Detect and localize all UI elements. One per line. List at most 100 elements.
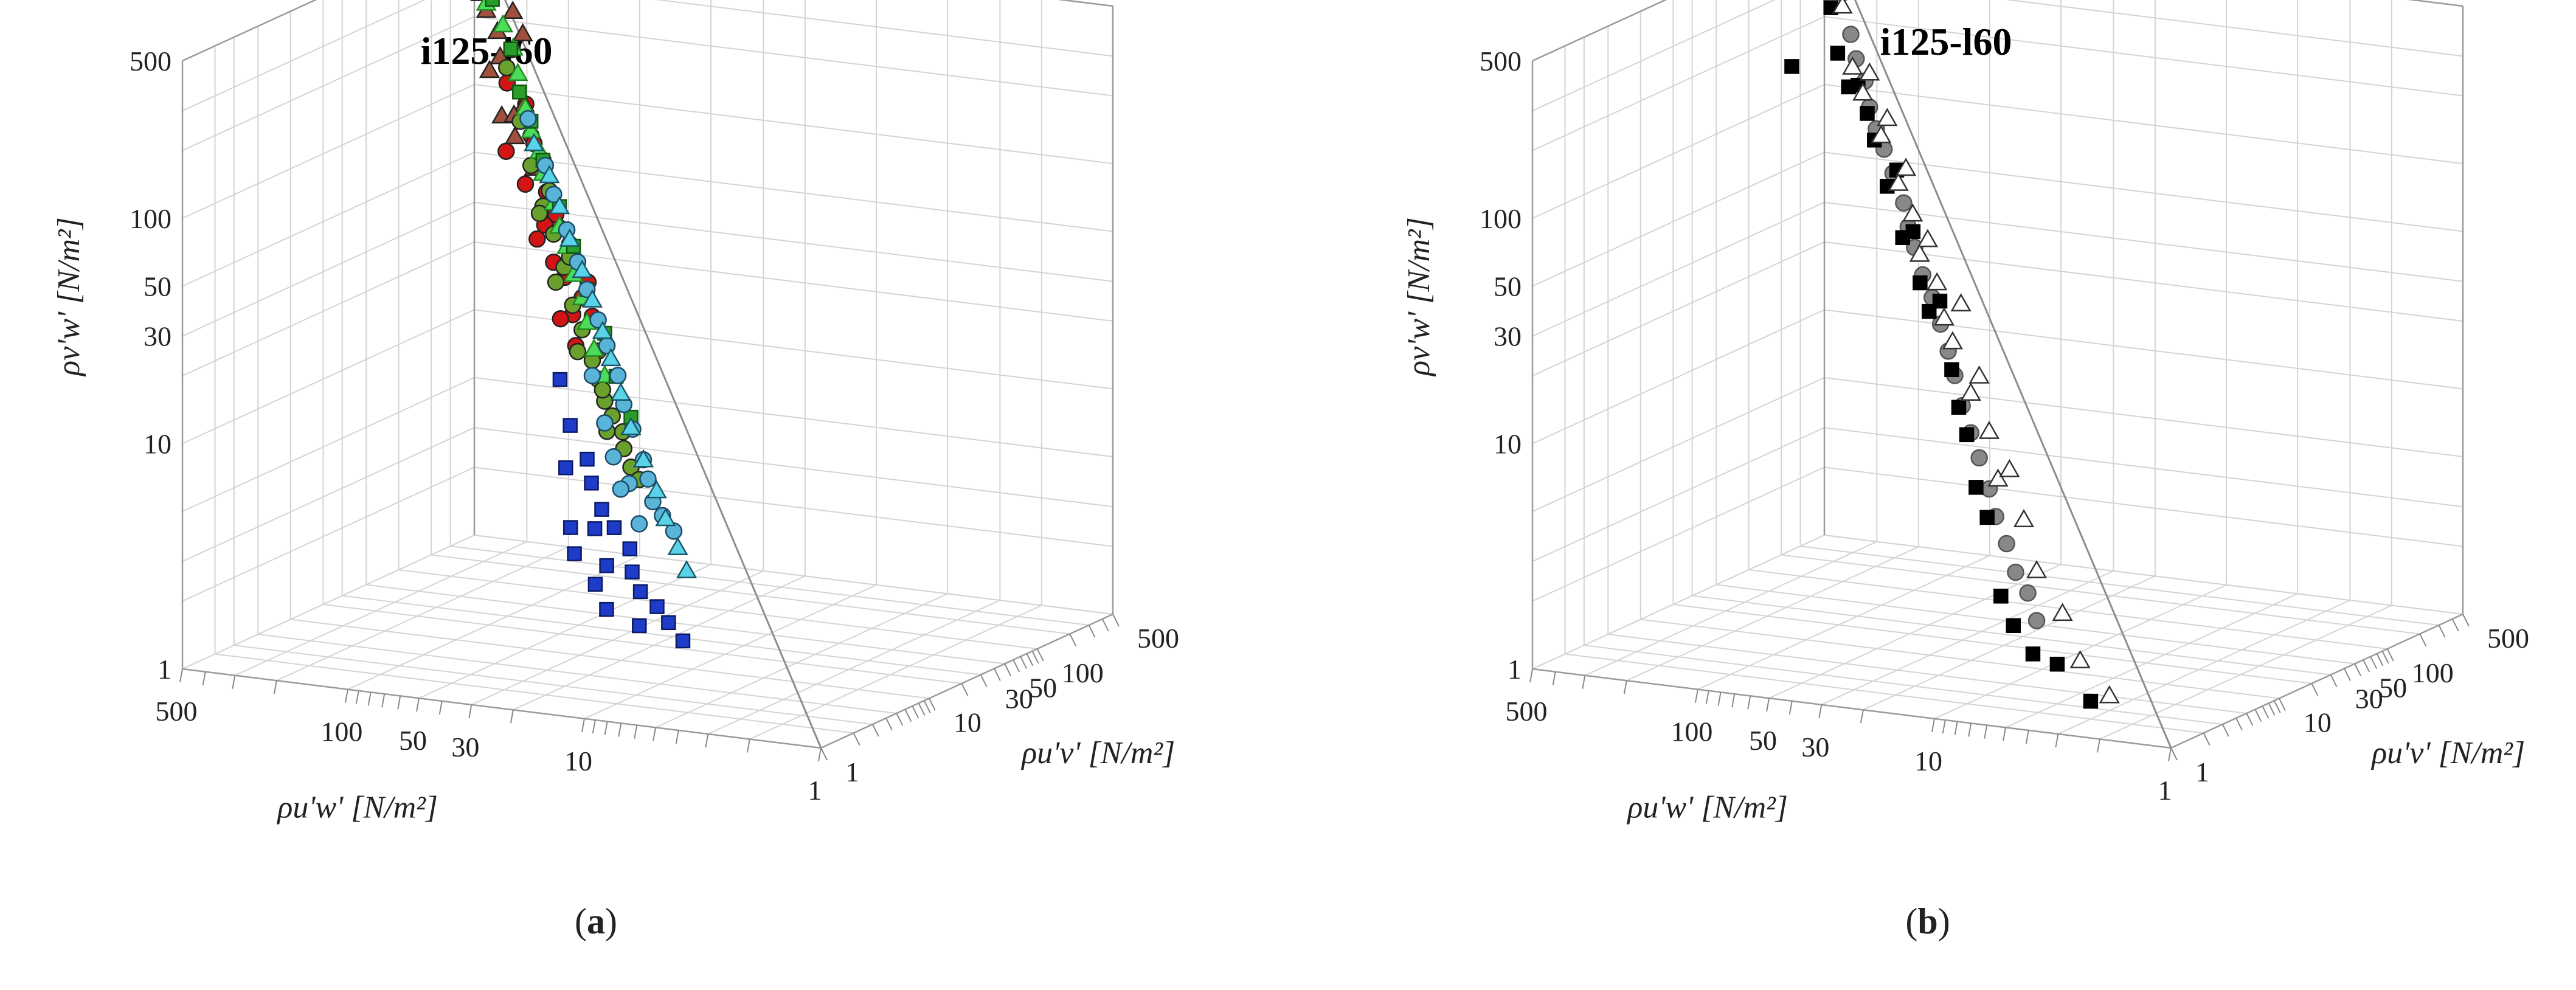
grid-line	[1640, 618, 2279, 699]
data-point-triangle	[676, 559, 698, 578]
grid-line	[258, 634, 897, 715]
x-axis-label: ρu'w' [N/m²]	[1626, 790, 1788, 825]
data-point-triangle	[1871, 125, 1892, 144]
y-axis-tick	[2235, 718, 2243, 731]
caption-letter: b	[1917, 901, 1937, 941]
x-axis-tick	[1529, 668, 1533, 683]
data-point-triangle	[1852, 82, 1874, 101]
grid-line	[2005, 0, 2463, 57]
x-axis-tick	[381, 693, 386, 708]
data-point-circle	[609, 367, 627, 384]
z-tick-label: 30	[144, 321, 171, 352]
grid-line	[1532, 466, 1825, 602]
grid-line	[1584, 541, 1877, 676]
data-point-circle	[2027, 612, 2046, 629]
z-tick-label: 100	[1480, 203, 1522, 234]
grid-line	[1800, 545, 2439, 626]
data-point-square	[622, 541, 638, 556]
data-point-triangle	[1895, 158, 1917, 176]
y-axis-tick	[2330, 674, 2338, 688]
y-tick-label: 100	[2412, 657, 2454, 688]
grid-line	[1768, 564, 2062, 699]
x-axis-tick	[618, 723, 622, 737]
x-tick-label: 100	[320, 716, 362, 747]
z-tick-label: 1	[158, 654, 171, 685]
grid-line	[1532, 151, 1825, 287]
data-point-triangle	[539, 165, 560, 184]
data-point-triangle	[2099, 685, 2120, 704]
grid-line	[290, 618, 929, 699]
grid-line	[234, 645, 873, 725]
y-tick-label: 50	[2379, 673, 2407, 704]
data-point-square	[2025, 646, 2041, 662]
data-point-square	[606, 520, 622, 535]
data-point-square	[1784, 59, 1799, 74]
data-point-triangle	[1978, 420, 2000, 439]
z-axis-label: ρv'w' [N/m²]	[1402, 217, 1436, 377]
data-point-square	[1951, 400, 1967, 415]
grid-line	[1532, 201, 1825, 337]
x-axis-tick	[1694, 689, 1698, 703]
y-tick-label: 100	[1062, 657, 1104, 688]
y-axis-tick	[2344, 668, 2351, 681]
data-point-circle	[516, 175, 535, 193]
y-axis-tick	[2363, 659, 2370, 673]
data-point-square	[599, 601, 614, 617]
y-axis-tick	[1026, 653, 1034, 666]
y-axis-tick	[820, 747, 828, 761]
z-tick-label: 100	[130, 203, 171, 234]
x-axis-tick	[468, 704, 473, 719]
data-point-square	[625, 564, 640, 580]
data-point-circle	[545, 185, 563, 203]
data-point-triangle	[559, 228, 580, 247]
data-point-triangle	[1902, 203, 1923, 222]
y-tick-label: 1	[2195, 756, 2209, 788]
x-axis-tick	[1623, 680, 1627, 694]
y-axis-tick	[2254, 709, 2262, 722]
x-axis-tick	[1552, 671, 1556, 685]
grid-line	[1584, 645, 2223, 725]
data-point-square	[1905, 224, 1921, 240]
data-point-square	[563, 520, 578, 535]
data-point-square	[558, 460, 573, 476]
x-tick-label: 100	[1671, 716, 1712, 747]
y-tick-label: 500	[1137, 623, 1179, 654]
y-tick-label: 30	[2355, 684, 2383, 715]
x-axis-tick	[2096, 739, 2100, 753]
data-point-circle	[1970, 449, 1988, 467]
x-tick-label: 10	[1914, 746, 1942, 777]
data-point-square	[1993, 589, 2009, 604]
data-point-triangle	[521, 120, 542, 139]
data-point-square	[584, 476, 599, 491]
data-point-triangle	[632, 449, 654, 468]
x-axis-tick	[818, 747, 822, 762]
x-axis-line	[182, 668, 822, 749]
series-6	[524, 133, 698, 578]
data-point-circle	[497, 58, 516, 77]
y-tick-label: 10	[954, 707, 982, 738]
data-point-triangle	[1927, 272, 1948, 291]
grid-line	[1532, 309, 1825, 445]
grid-line	[1697, 555, 1990, 690]
data-point-triangle	[592, 320, 613, 339]
data-point-square	[485, 0, 500, 7]
y-axis-tick	[1112, 614, 1120, 627]
y-axis-tick	[871, 724, 879, 737]
y-tick-label: 500	[2487, 623, 2529, 654]
grid-line	[234, 541, 527, 676]
y-axis-tick	[980, 674, 988, 688]
grid-line	[1781, 554, 2420, 635]
grid-line	[398, 569, 1037, 649]
grid-line	[1824, 466, 2463, 547]
grid-line	[1532, 535, 1825, 670]
y-axis-tick	[2246, 713, 2254, 726]
data-point-triangle	[1999, 459, 2020, 477]
data-point-triangle	[549, 196, 570, 215]
grid-line	[474, 83, 1113, 164]
data-point-circle	[2019, 584, 2037, 602]
grid-line	[1532, 0, 1667, 61]
grid-line	[655, 0, 1113, 57]
x-axis-tick	[2055, 733, 2059, 748]
x-tick-label: 50	[1749, 725, 1777, 756]
